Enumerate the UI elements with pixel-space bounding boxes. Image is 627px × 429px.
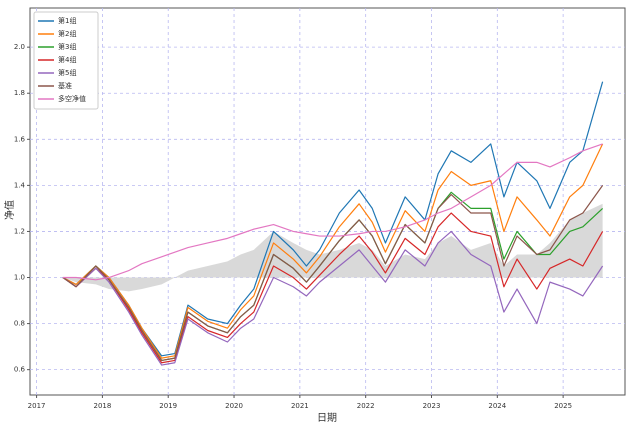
y-tick-label: 1.8: [14, 89, 25, 97]
y-tick-label: 1.0: [14, 274, 25, 282]
x-tick-label: 2020: [225, 402, 243, 410]
legend-box: [33, 11, 99, 110]
x-tick-label: 2024: [488, 402, 506, 410]
legend-label: 第4组: [58, 55, 76, 64]
y-tick-label: 1.4: [14, 181, 26, 189]
x-tick-label: 2017: [28, 402, 46, 410]
y-axis-label: 净值: [3, 200, 16, 220]
x-tick-label: 2025: [554, 402, 572, 410]
legend-label: 多空净值: [58, 94, 86, 103]
legend-label: 第2组: [58, 29, 76, 38]
series-line: [62, 143, 603, 281]
series-line: [62, 143, 604, 359]
series-line: [62, 212, 604, 364]
plot-area: [29, 7, 626, 396]
y-tick-label: 0.6: [14, 366, 26, 374]
legend-label: 基准: [58, 81, 72, 90]
y-tick-label: 2.0: [14, 43, 25, 51]
legend-label: 第5组: [58, 68, 76, 77]
x-tick-label: 2019: [159, 402, 177, 410]
legend-label: 第1组: [58, 16, 76, 25]
fill-area: [62, 203, 603, 292]
legend-label: 第3组: [58, 42, 76, 51]
x-axis-label: 日期: [317, 412, 337, 424]
series-line: [62, 81, 604, 357]
x-tick-label: 2023: [423, 402, 441, 410]
y-tick-label: 0.8: [14, 320, 25, 328]
x-tick-label: 2022: [357, 402, 375, 410]
x-tick-label: 2018: [93, 402, 111, 410]
y-tick-label: 1.2: [14, 227, 25, 235]
series-line: [62, 230, 604, 366]
series-line: [62, 185, 604, 362]
x-tick-label: 2021: [291, 402, 309, 410]
y-tick-label: 1.6: [14, 135, 26, 143]
